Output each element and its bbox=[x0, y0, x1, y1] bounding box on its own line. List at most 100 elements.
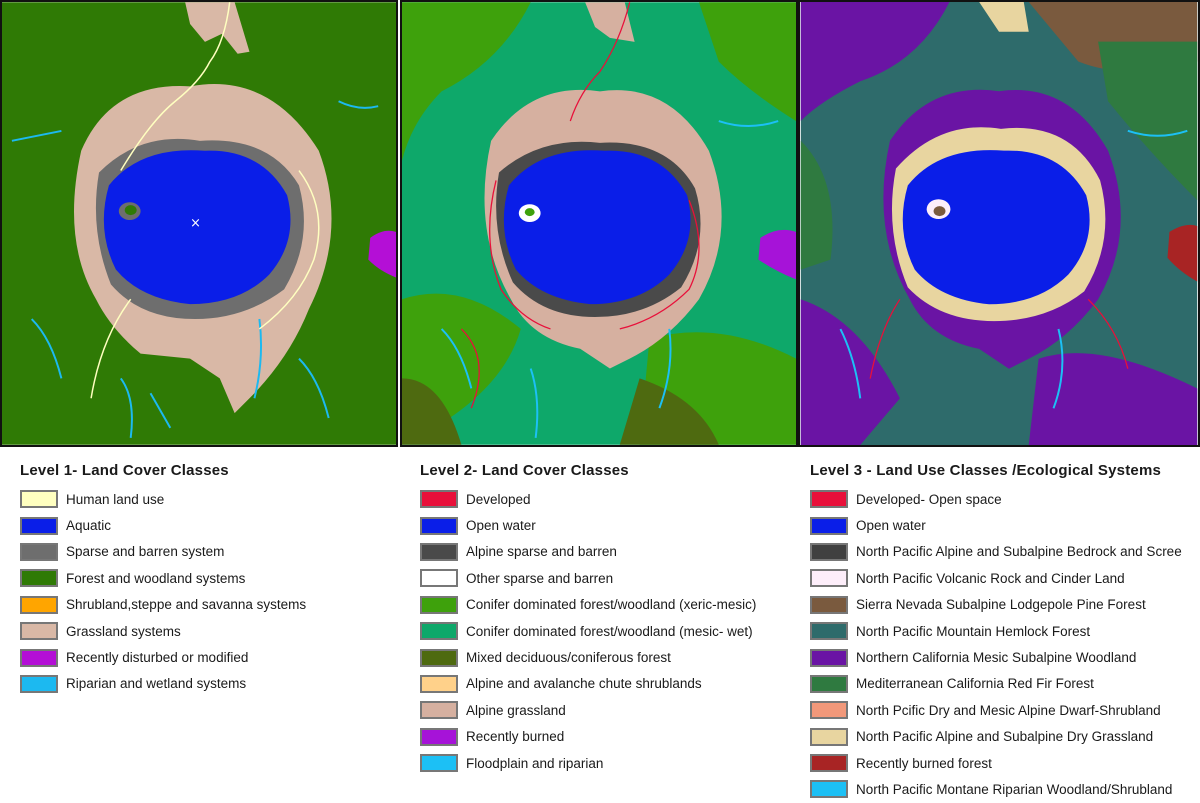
legend-swatch bbox=[810, 490, 848, 509]
legend-item: Other sparse and barren bbox=[420, 565, 756, 591]
legend-item: North Pcific Dry and Mesic Alpine Dwarf-… bbox=[810, 697, 1182, 723]
legend-item: Recently burned bbox=[420, 724, 756, 750]
legend-swatch bbox=[810, 648, 848, 667]
legend-swatch bbox=[420, 727, 458, 746]
legend-item: Alpine and avalanche chute shrublands bbox=[420, 671, 756, 697]
legend-label: Other sparse and barren bbox=[466, 570, 614, 586]
legend-item: Floodplain and riparian bbox=[420, 750, 756, 776]
legend-swatch bbox=[810, 516, 848, 535]
legend-item: Alpine sparse and barren bbox=[420, 539, 756, 565]
legend-swatch bbox=[420, 648, 458, 667]
legend-label: Recently disturbed or modified bbox=[66, 650, 249, 666]
legend-swatch bbox=[20, 569, 58, 588]
legend-item: Northern California Mesic Subalpine Wood… bbox=[810, 644, 1182, 670]
legend-item: Mediterranean California Red Fir Forest bbox=[810, 671, 1182, 697]
legend-swatch bbox=[810, 701, 848, 720]
legend-item: North Pacific Alpine and Subalpine Bedro… bbox=[810, 539, 1182, 565]
legend-label: North Pacific Alpine and Subalpine Bedro… bbox=[856, 544, 1182, 560]
legend-swatch bbox=[810, 727, 848, 746]
legend-item: Shrubland,steppe and savanna systems bbox=[20, 592, 306, 618]
legend-label: Sierra Nevada Subalpine Lodgepole Pine F… bbox=[856, 597, 1146, 613]
legend-swatch bbox=[20, 595, 58, 614]
legend-label: Open water bbox=[466, 518, 536, 534]
legend-label: Human land use bbox=[66, 491, 165, 507]
legend-swatch bbox=[420, 490, 458, 509]
legend-label: Aquatic bbox=[66, 518, 112, 534]
legend-swatch bbox=[420, 674, 458, 693]
legend-item: Conifer dominated forest/woodland (xeric… bbox=[420, 592, 756, 618]
legend-label: Alpine grassland bbox=[466, 702, 566, 718]
legend-swatch bbox=[810, 674, 848, 693]
legend-swatch bbox=[810, 569, 848, 588]
level1-map-panel: × bbox=[0, 0, 398, 447]
level3-map bbox=[800, 2, 1198, 445]
legend-label: Sparse and barren system bbox=[66, 544, 225, 560]
legend-item: Grassland systems bbox=[20, 618, 306, 644]
legend-label: North Pacific Montane Riparian Woodland/… bbox=[856, 781, 1173, 797]
legend-swatch bbox=[20, 674, 58, 693]
level2-map bbox=[402, 2, 796, 445]
legend-swatch bbox=[810, 754, 848, 773]
legend-swatch bbox=[810, 595, 848, 614]
legend-label: Shrubland,steppe and savanna systems bbox=[66, 597, 307, 613]
legend-item: North Pacific Alpine and Subalpine Dry G… bbox=[810, 724, 1182, 750]
legend-label: Alpine sparse and barren bbox=[466, 544, 617, 560]
legend-item: Human land use bbox=[20, 486, 306, 512]
legend-swatch bbox=[420, 701, 458, 720]
legend-label: Developed- Open space bbox=[856, 491, 1002, 507]
legend-label: Recently burned forest bbox=[856, 755, 992, 771]
legend-label: Mediterranean California Red Fir Forest bbox=[856, 676, 1094, 692]
legend-title: Level 2- Land Cover Classes bbox=[420, 462, 629, 479]
legend-swatch bbox=[420, 622, 458, 641]
legend-label: Alpine and avalanche chute shrublands bbox=[466, 676, 702, 692]
legend-item: Aquatic bbox=[20, 512, 306, 538]
legend-item: Open water bbox=[420, 512, 756, 538]
legend-item: Mixed deciduous/coniferous forest bbox=[420, 644, 756, 670]
legend-label: Northern California Mesic Subalpine Wood… bbox=[856, 650, 1137, 666]
legend-label: Floodplain and riparian bbox=[466, 755, 604, 771]
legend-swatch bbox=[20, 622, 58, 641]
legend-label: North Pacific Mountain Hemlock Forest bbox=[856, 623, 1091, 639]
legend-item: Sparse and barren system bbox=[20, 539, 306, 565]
legend-item: Riparian and wetland systems bbox=[20, 671, 306, 697]
legend-item: Developed- Open space bbox=[810, 486, 1182, 512]
legend-item: Developed bbox=[420, 486, 756, 512]
legend-label: Open water bbox=[856, 518, 926, 534]
legend-title: Level 3 - Land Use Classes /Ecological S… bbox=[810, 462, 1162, 479]
level3-map-panel bbox=[798, 0, 1200, 447]
legend-label: Conifer dominated forest/woodland (mesic… bbox=[466, 623, 753, 639]
level1-map: × bbox=[2, 2, 396, 445]
legend-item: North Pacific Montane Riparian Woodland/… bbox=[810, 776, 1182, 802]
legend-label: Forest and woodland systems bbox=[66, 570, 246, 586]
legend-swatch bbox=[420, 595, 458, 614]
legend-label: Recently burned bbox=[466, 729, 565, 745]
legend-item: Forest and woodland systems bbox=[20, 565, 306, 591]
legend-swatch bbox=[20, 648, 58, 667]
legend-label: Grassland systems bbox=[66, 623, 181, 639]
legend-swatch bbox=[420, 542, 458, 561]
level1-legend: Level 1- Land Cover Classes Human land u… bbox=[20, 462, 306, 697]
level2-legend: Level 2- Land Cover Classes Developed Op… bbox=[420, 462, 756, 776]
legend-label: North Pcific Dry and Mesic Alpine Dwarf-… bbox=[856, 702, 1161, 718]
legend-label: Conifer dominated forest/woodland (xeric… bbox=[466, 597, 757, 613]
legend-title: Level 1- Land Cover Classes bbox=[20, 462, 229, 479]
legend-swatch bbox=[20, 542, 58, 561]
legend-label: North Pacific Alpine and Subalpine Dry G… bbox=[856, 729, 1154, 745]
svg-text:×: × bbox=[190, 216, 201, 231]
legend-item: Recently burned forest bbox=[810, 750, 1182, 776]
legend-swatch bbox=[810, 780, 848, 799]
legend-label: Developed bbox=[466, 491, 531, 507]
legend-swatch bbox=[20, 490, 58, 509]
legend-swatch bbox=[420, 516, 458, 535]
legend-swatch bbox=[420, 754, 458, 773]
legend-item: Open water bbox=[810, 512, 1182, 538]
level3-legend: Level 3 - Land Use Classes /Ecological S… bbox=[810, 462, 1182, 803]
legend-item: North Pacific Mountain Hemlock Forest bbox=[810, 618, 1182, 644]
legend-swatch bbox=[420, 569, 458, 588]
legend-label: North Pacific Volcanic Rock and Cinder L… bbox=[856, 570, 1125, 586]
legend-item: Alpine grassland bbox=[420, 697, 756, 723]
legend-swatch bbox=[810, 542, 848, 561]
legend-swatch bbox=[810, 622, 848, 641]
legend-label: Mixed deciduous/coniferous forest bbox=[466, 650, 671, 666]
level2-map-panel bbox=[400, 0, 798, 447]
